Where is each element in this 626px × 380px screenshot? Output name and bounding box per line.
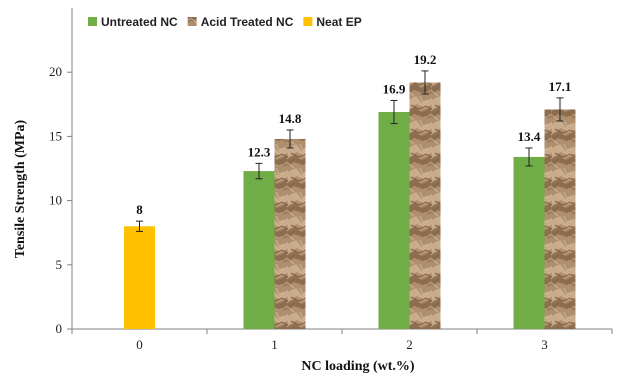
x-tick-label: 1	[271, 337, 278, 352]
bar	[124, 226, 155, 329]
bar	[544, 109, 576, 329]
legend-label: Untreated NC	[101, 15, 178, 29]
data-label: 17.1	[549, 79, 572, 94]
x-tick-label: 2	[406, 337, 413, 352]
bar	[274, 138, 306, 329]
y-tick-label: 5	[56, 257, 63, 272]
legend-swatch	[187, 17, 197, 26]
legend-label: Neat EP	[316, 15, 361, 29]
y-tick-label: 15	[49, 128, 62, 143]
data-label: 16.9	[383, 81, 406, 96]
x-axis-title: NC loading (wt.%)	[301, 359, 415, 374]
bar	[409, 82, 441, 329]
legend: Untreated NC Acid Treated NC Neat EP	[88, 15, 362, 29]
y-axis-title: Tensile Strength (MPa)	[13, 119, 28, 258]
legend-swatch	[88, 17, 97, 26]
bar	[513, 156, 545, 329]
bar	[378, 112, 410, 329]
bar	[243, 171, 275, 329]
legend-swatch	[303, 17, 313, 26]
bars: 8 12.3 14.8 16.9 19.2 13.4 17.1	[124, 52, 576, 329]
y-tick-label: 20	[49, 64, 62, 79]
y-tick-label: 0	[56, 321, 63, 336]
legend-label: Acid Treated NC	[201, 15, 294, 29]
x-tick-label: 0	[136, 337, 143, 352]
data-label: 19.2	[414, 52, 437, 67]
x-tick-label: 3	[541, 337, 548, 352]
y-tick-label: 10	[49, 193, 62, 208]
data-label: 12.3	[248, 144, 271, 159]
data-label: 14.8	[279, 111, 302, 126]
data-label: 8	[136, 202, 143, 217]
data-label: 13.4	[518, 129, 541, 144]
